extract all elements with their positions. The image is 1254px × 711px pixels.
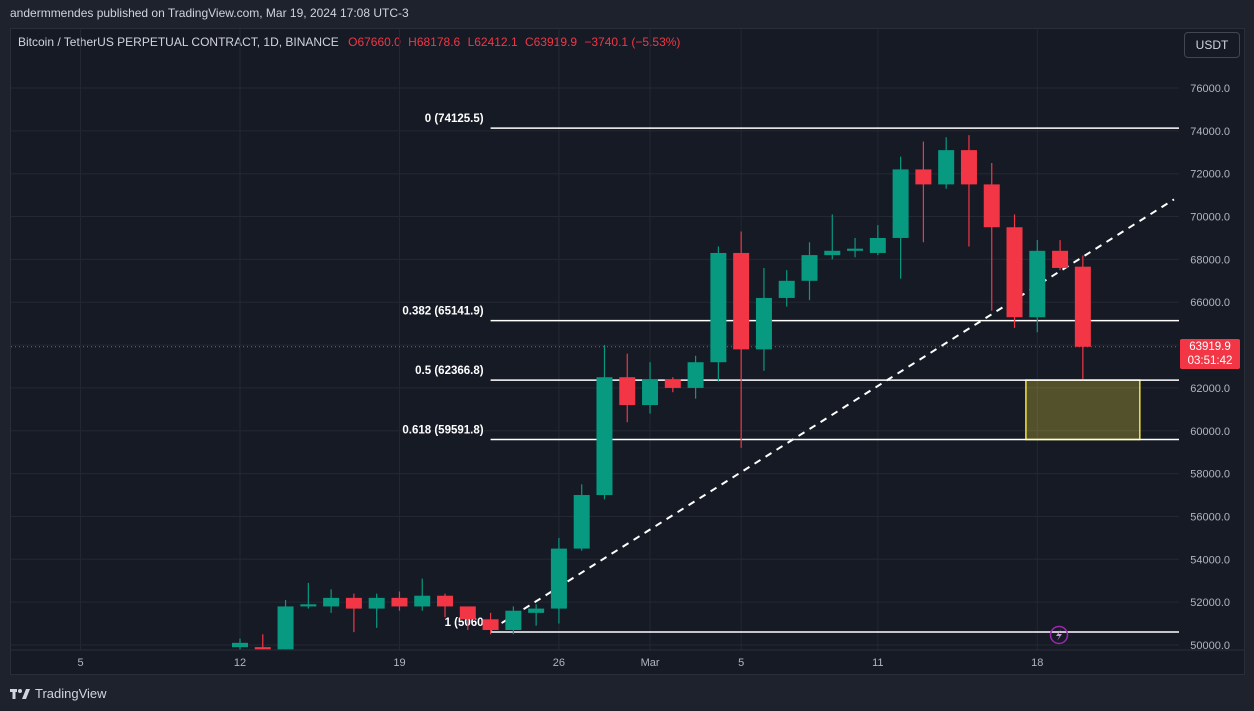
legend-open: O67660.0 xyxy=(348,35,401,49)
last-price-label: 63919.9 03:51:42 xyxy=(1180,338,1240,369)
chart-frame xyxy=(10,28,1245,675)
legend-change: −3740.1 (−5.53%) xyxy=(584,35,681,49)
last-price-value: 63919.9 xyxy=(1189,340,1231,353)
legend-low: L62412.1 xyxy=(467,35,518,49)
footer-brand-text: TradingView xyxy=(35,686,107,701)
legend-high: H68178.6 xyxy=(408,35,461,49)
symbol-legend: Bitcoin / TetherUS PERPETUAL CONTRACT, 1… xyxy=(18,35,680,49)
currency-button[interactable]: USDT xyxy=(1184,32,1240,58)
tradingview-logo-icon xyxy=(10,688,30,699)
bar-countdown: 03:51:42 xyxy=(1187,354,1233,367)
legend-close: C63919.9 xyxy=(524,35,578,49)
symbol-name[interactable]: Bitcoin / TetherUS PERPETUAL CONTRACT, 1… xyxy=(18,35,339,49)
footer-brand[interactable]: TradingView xyxy=(10,686,107,701)
publish-info: andermmendes published on TradingView.co… xyxy=(10,6,409,20)
